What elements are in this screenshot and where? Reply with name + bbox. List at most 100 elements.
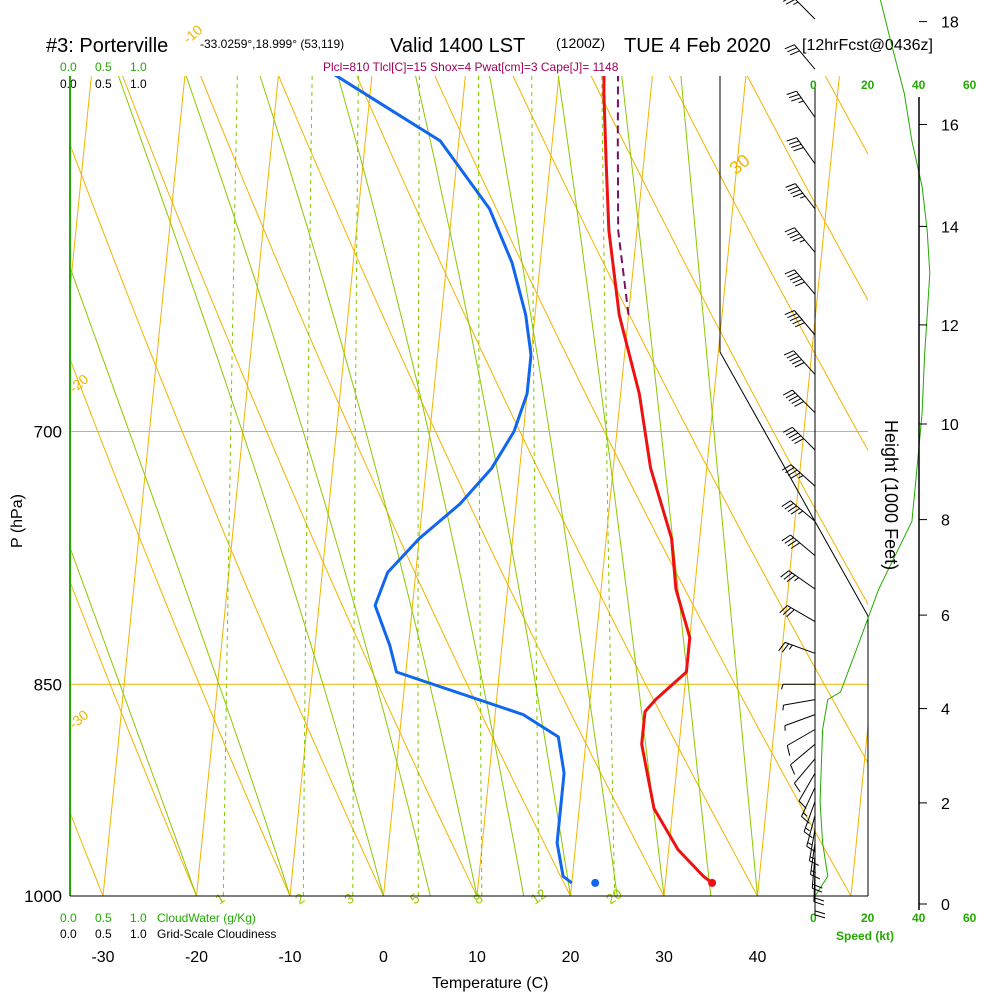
mixing-ratio-label: 2 xyxy=(292,890,308,908)
isotherm-line xyxy=(102,76,186,896)
speed-tick-top: 20 xyxy=(861,78,875,92)
cloudiness-tick: 1.0 xyxy=(130,77,147,91)
speed-tick-bottom: 0 xyxy=(810,911,817,925)
wind-barb-feather xyxy=(791,359,802,365)
valid-time: Valid 1400 LST xyxy=(390,35,525,57)
wind-barb-feather xyxy=(782,0,787,2)
isotherm-label: 30 xyxy=(726,150,754,178)
isotherm-line xyxy=(663,76,747,896)
moist-adiabat-line xyxy=(337,76,525,896)
height-tick-label: 0 xyxy=(941,897,950,914)
dry-adiabat-line xyxy=(590,76,868,606)
pressure-tick-label: 700 xyxy=(34,423,62,442)
plot-frame xyxy=(69,76,869,897)
station-coords: -33.0259°,18.999° (53,119) xyxy=(200,37,344,51)
wind-barb-feather xyxy=(812,887,823,893)
wind-barb-feather xyxy=(788,94,800,99)
stability-indices: Plcl=810 Tlcl[C]=15 Shox=4 Pwat[cm]=3 Ca… xyxy=(323,60,619,74)
wind-barb-feather xyxy=(803,831,813,839)
moist-adiabat-line xyxy=(489,76,618,896)
wind-barb-feather xyxy=(789,50,800,56)
wind-barb-staff xyxy=(794,758,816,784)
wind-barb-feather xyxy=(785,392,796,399)
wind-barb-feather xyxy=(782,426,793,433)
axes: 2503004005007008501000-30-20-10010203040… xyxy=(24,0,959,966)
wind-barb-feather xyxy=(787,272,798,278)
height-tick-label: 14 xyxy=(941,219,959,236)
wind-barb xyxy=(784,714,816,731)
moist-adiabat-line xyxy=(259,76,478,896)
wind-barb xyxy=(784,310,816,336)
mixing-ratio-label: 8 xyxy=(470,890,486,908)
pressure-tick-label: 850 xyxy=(34,675,62,694)
wind-barb-feather xyxy=(779,605,788,614)
wind-barb-feather xyxy=(786,609,795,618)
dry-adiabat-line xyxy=(860,0,1000,896)
wind-barb-feather xyxy=(788,395,799,402)
wind-barb xyxy=(784,44,816,70)
wind-barb-feather xyxy=(794,438,804,445)
wind-barb-feather xyxy=(786,745,791,756)
x-axis-title: Temperature (C) xyxy=(432,975,548,992)
cloudwater-tick: 0.0 xyxy=(60,60,77,74)
isotherm-line xyxy=(196,76,279,896)
wind-barb-staff xyxy=(787,729,816,746)
wind-barb-half-feather xyxy=(798,474,804,479)
moist-adiabat-line xyxy=(621,76,712,896)
cloudiness-tick: 0.5 xyxy=(95,77,112,91)
dry-adiabat-line xyxy=(70,580,197,896)
height-tick-label: 2 xyxy=(941,796,950,813)
isotherm-line xyxy=(0,0,96,896)
mixing-ratio-line xyxy=(478,76,483,896)
wind-barb-feather xyxy=(812,883,823,889)
wind-barb-feather xyxy=(785,183,796,188)
wind-barb-feather xyxy=(786,90,797,95)
wind-barb-feather xyxy=(787,47,798,53)
isotherm-line xyxy=(476,76,560,896)
dry-adiabat-line xyxy=(512,76,868,764)
wind-barb-half-feather xyxy=(788,644,793,650)
speed-tick-bottom: 20 xyxy=(861,911,875,925)
isotherm-line xyxy=(757,76,840,896)
wind-barb-feather xyxy=(787,313,798,319)
isobar-lines xyxy=(70,431,868,897)
wind-barb-feather xyxy=(785,0,795,5)
wind-barb-feather xyxy=(793,783,801,793)
mixing-ratio-label: 3 xyxy=(341,890,357,908)
cloudwater-tick: 0.0 xyxy=(60,911,77,925)
wind-barb xyxy=(806,815,816,853)
wind-barb-feather xyxy=(794,362,805,368)
dry-adiabat-line xyxy=(278,76,665,896)
mixing-ratio-label: 5 xyxy=(407,890,423,908)
temperature-tick-label: 30 xyxy=(655,949,673,966)
height-tick-label: 8 xyxy=(941,513,950,530)
wind-barb-feather xyxy=(787,539,797,547)
wind-barb-feather xyxy=(810,874,821,880)
wind-barb-feather xyxy=(778,642,786,652)
cloudwater-tick: 1.0 xyxy=(130,60,147,74)
wind-barb-feather xyxy=(790,508,800,515)
wind-barb-feather xyxy=(806,845,816,853)
wind-barb-feather xyxy=(785,466,795,474)
isotherm-line xyxy=(0,0,3,896)
wind-barb-feather xyxy=(782,607,792,616)
wind-barb-feather xyxy=(783,350,794,356)
cloudwater-tick: 0.5 xyxy=(95,911,112,925)
wind-barb-staff xyxy=(790,500,816,522)
dry-adiabat-line xyxy=(200,76,571,896)
height-tick-label: 16 xyxy=(941,118,959,135)
wind-barb-feather xyxy=(787,505,797,513)
wind-barb-staff xyxy=(790,743,816,766)
station-title: #3: Porterville xyxy=(46,35,168,57)
wind-barb xyxy=(814,882,826,919)
moist-adiabat-line xyxy=(70,546,197,896)
dry-adiabat-line xyxy=(0,0,10,896)
wind-barb-half-feather xyxy=(807,842,813,846)
wind-barb-feather xyxy=(782,643,790,653)
mixing-ratio-line xyxy=(417,76,420,896)
temperature-tick-label: -10 xyxy=(278,949,301,966)
wind-barb-feather xyxy=(793,147,804,152)
wind-barb xyxy=(784,269,816,295)
wind-barb-feather xyxy=(792,278,803,284)
